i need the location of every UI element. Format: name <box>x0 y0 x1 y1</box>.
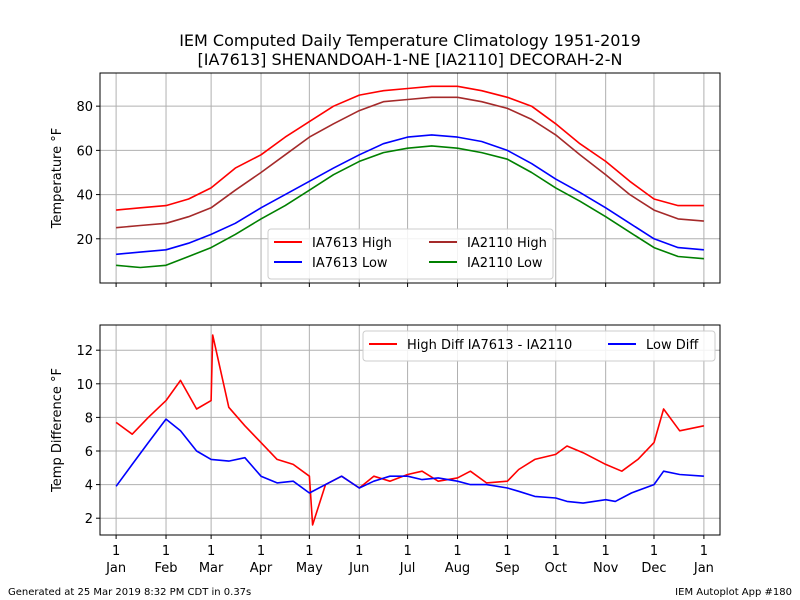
y-axis-label: Temp Difference °F <box>50 368 65 493</box>
y-tick-label: 40 <box>76 189 93 204</box>
x-tick-day: 1 <box>453 544 461 559</box>
y-tick-label: 2 <box>85 512 93 527</box>
y-tick-label: 4 <box>85 479 93 494</box>
x-tick-day: 1 <box>552 544 560 559</box>
legend-label: IA7613 Low <box>312 256 388 271</box>
series-line-ia2110-high <box>116 96 704 229</box>
series-line-low-diff <box>115 418 704 504</box>
legend: High Diff IA7613 - IA2110 Low Diff <box>362 330 716 362</box>
plot-frame <box>99 324 721 536</box>
x-tick-day: 1 <box>207 544 215 559</box>
difference-panel: 2 4 6 8 10 12 1 Jan 1 Feb 1 Mar 1 Apr 1 May 1 Jun 1 Jul 1 Aug… <box>50 324 721 576</box>
x-tick-day: 1 <box>403 544 411 559</box>
legend-label: IA2110 High <box>467 236 547 251</box>
y-tick-label: 60 <box>76 144 93 159</box>
x-tick-month: Mar <box>199 561 224 576</box>
y-tick-label: 80 <box>76 100 93 115</box>
x-tick-month: Aug <box>445 561 470 576</box>
x-tick-month: Dec <box>641 561 666 576</box>
legend-label: Low Diff <box>646 338 699 353</box>
legend-label: High Diff IA7613 - IA2110 <box>407 338 572 353</box>
x-tick-day: 1 <box>650 544 658 559</box>
plot-frame <box>99 72 721 284</box>
generated-footer: Generated at 25 Mar 2019 8:32 PM CDT in … <box>8 587 251 598</box>
x-tick-day: 1 <box>112 544 120 559</box>
x-tick-day: 1 <box>162 544 170 559</box>
x-tick-day: 1 <box>257 544 265 559</box>
chart-title-line2: [IA7613] SHENANDOAH-1-NE [IA2110] DECORA… <box>198 50 623 69</box>
series-line-ia2110-low <box>116 145 704 269</box>
x-tick-day: 1 <box>355 544 363 559</box>
legend-label: IA7613 High <box>312 236 392 251</box>
legend-box <box>362 330 716 362</box>
x-tick-month: Oct <box>544 561 566 576</box>
autoplot-footer: IEM Autoplot App #180 <box>675 587 792 598</box>
x-tick-month: Jul <box>399 561 416 576</box>
y-tick-label: 8 <box>85 411 93 426</box>
x-tick-month: Apr <box>250 561 273 576</box>
y-tick-label: 6 <box>85 445 93 460</box>
x-tick-month: Jan <box>105 561 126 576</box>
x-tick-month: Sep <box>495 561 520 576</box>
legend: IA7613 High IA7613 Low IA2110 High IA2110 L… <box>267 228 554 280</box>
x-tick-day: 1 <box>305 544 313 559</box>
y-axis-label: Temperature °F <box>50 128 65 229</box>
chart-title-line1: IEM Computed Daily Temperature Climatolo… <box>179 31 641 50</box>
legend-label: IA2110 Low <box>467 256 543 271</box>
x-tick-day: 1 <box>602 544 610 559</box>
x-tick-month: May <box>296 561 323 576</box>
series-line-ia7613-high <box>116 85 704 211</box>
x-tick-month: Feb <box>155 561 178 576</box>
y-tick-label: 10 <box>76 378 93 393</box>
x-tick-day: 1 <box>700 544 708 559</box>
series-line-ia7613-low <box>116 134 704 256</box>
y-tick-label: 20 <box>76 233 93 248</box>
x-tick-day: 1 <box>503 544 511 559</box>
y-tick-label: 12 <box>76 344 93 359</box>
x-tick-month: Jan <box>693 561 714 576</box>
x-tick-month: Nov <box>593 561 619 576</box>
legend-box <box>267 228 554 280</box>
series-line-high-diff-ia7613-ia2110 <box>115 334 705 526</box>
x-tick-month: Jun <box>348 561 369 576</box>
